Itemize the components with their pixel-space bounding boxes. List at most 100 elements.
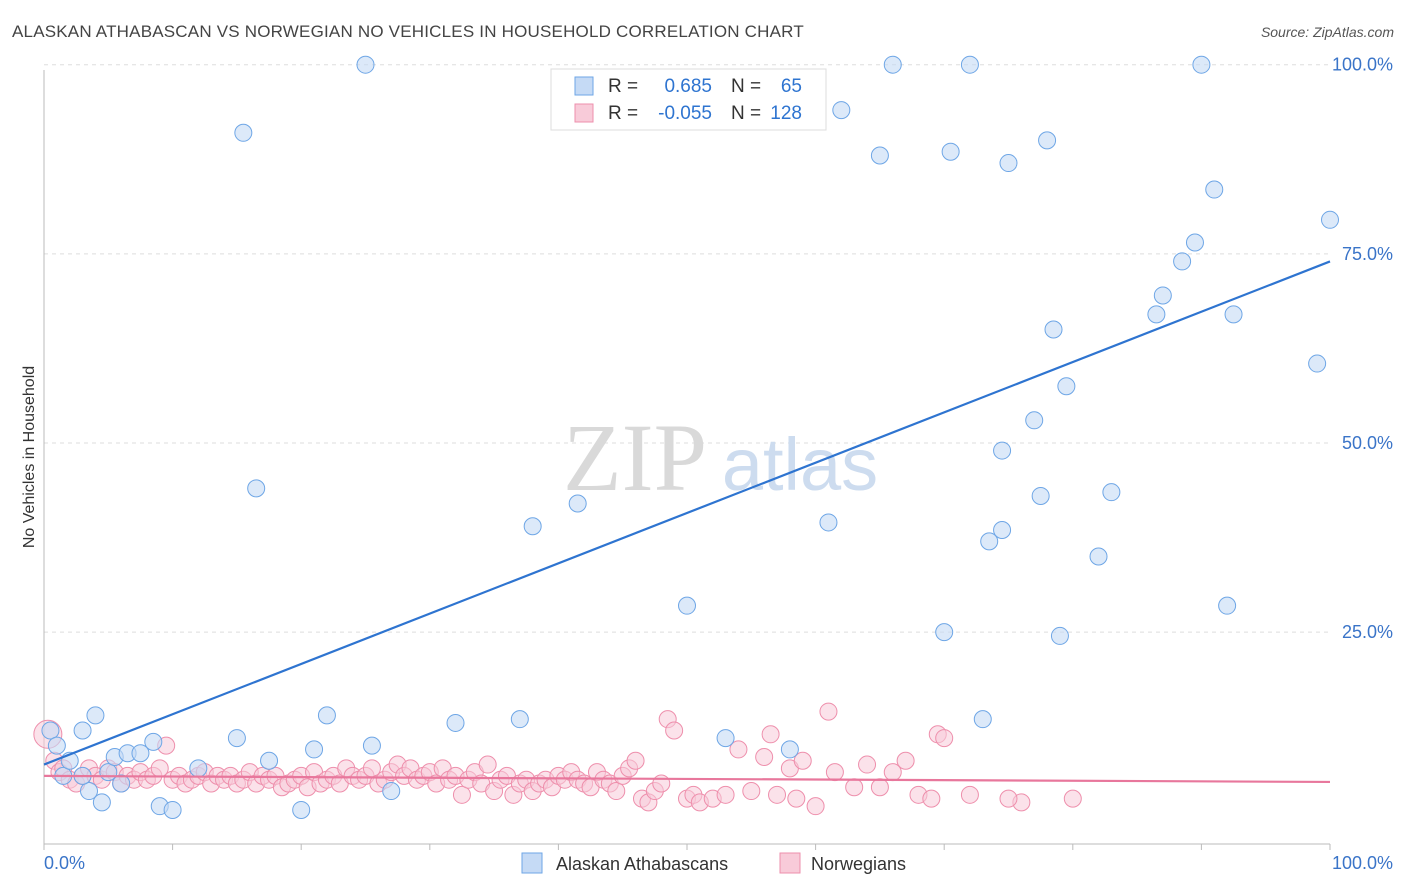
alaskan-athabascan-point [1050, 626, 1069, 645]
alaskan-athabascan-point [883, 55, 902, 74]
legend-r-label: R = [608, 103, 638, 124]
alaskan-athabascan-point [510, 710, 529, 729]
norwegian-point [922, 789, 941, 808]
alaskan-athabascan-point [73, 721, 92, 740]
x-tick-marks [43, 844, 1331, 850]
norwegian-point [896, 751, 915, 770]
source-label: Source: ZipAtlas.com [1260, 24, 1394, 40]
alaskan-athabascan-point [1192, 55, 1211, 74]
norwegian-point [787, 789, 806, 808]
alaskan-athabascan-point [189, 759, 208, 778]
alaskan-athabascan-point [382, 782, 401, 801]
alaskan-athabascan-point [1218, 596, 1237, 615]
alaskan-athabascan-point [1044, 320, 1063, 339]
alaskan-athabascan-point [1224, 305, 1243, 324]
gridlines [44, 64, 1330, 633]
norwegian-point [870, 778, 889, 797]
norwegian-point [607, 782, 626, 801]
y-tick-labels: 25.0% 50.0% 75.0% 100.0% [1332, 55, 1393, 642]
legend-label-alaskan: Alaskan Athabascans [556, 854, 728, 874]
legend-swatch-norwegian [779, 852, 801, 874]
alaskan-athabascan-point [1173, 252, 1192, 271]
legend-r-label: R = [608, 76, 638, 97]
alaskan-athabascan-point [1089, 547, 1108, 566]
norwegian-point [960, 785, 979, 804]
legend-r-value: 0.685 [664, 76, 712, 97]
norwegian-point [452, 785, 471, 804]
legend-label-norwegian: Norwegians [811, 854, 906, 874]
alaskan-athabascan-point [993, 441, 1012, 460]
alaskan-athabascan-point [1031, 486, 1050, 505]
alaskan-athabascan-point [678, 596, 696, 615]
legend-n-value: 65 [781, 76, 802, 97]
alaskan-athabascan-point [993, 521, 1012, 540]
alaskan-athabascan-point [356, 55, 375, 74]
alaskan-athabascans-points [41, 55, 1339, 819]
trendlines [43, 260, 1331, 784]
norwegian-point [1063, 789, 1082, 808]
alaskan-athabascan-point [935, 623, 954, 642]
alaskan-athabascan-point [362, 736, 381, 755]
y-tick-label: 75.0% [1342, 244, 1393, 264]
alaskan-athabascan-point [1308, 354, 1327, 373]
alaskan-athabascan-point [980, 532, 999, 551]
alaskan-athabascan-point [870, 146, 889, 165]
alaskan-athabascan-point [260, 751, 279, 770]
alaskan-athabascan-point [568, 494, 587, 513]
alaskan-athabascan-point [819, 513, 838, 532]
alaskan-athabascan-point [832, 101, 851, 120]
norwegians-points [33, 702, 1082, 816]
alaskan-athabascan-point [317, 706, 336, 725]
norwegian-point [652, 774, 671, 793]
legend-r-value: -0.055 [658, 103, 712, 124]
norwegian-point [999, 789, 1018, 808]
alaskan-athabascan-point [47, 736, 66, 755]
alaskan-athabascan-point [1147, 305, 1166, 324]
y-axis-label: No Vehicles in Household [21, 366, 38, 548]
legend-swatch-alaskan [521, 852, 543, 874]
alaskan-athabascan-point [1057, 377, 1076, 396]
alaskan-athabascan-point [1038, 131, 1057, 150]
alaskan-athabascan-point [131, 744, 150, 763]
y-tick-label: 50.0% [1342, 433, 1393, 453]
alaskan-athabascan-point [1321, 210, 1339, 229]
x-tick-label: 0.0% [44, 853, 85, 873]
alaskan-athabascan-point [227, 729, 246, 748]
alaskan-athabascan-point [999, 154, 1018, 173]
alaskan-athabascan-point [446, 713, 465, 732]
alaskan-athabascan-point [1153, 286, 1172, 305]
norwegian-point [819, 702, 838, 721]
alaskan-athabascan-point [1102, 483, 1121, 502]
alaskan-athabascan-point [780, 740, 799, 759]
alaskan-athabascan-point [292, 800, 311, 819]
norwegian-point [478, 755, 497, 774]
norwegian-point [729, 740, 748, 759]
norwegian-point [626, 751, 645, 770]
legend-swatch-pink [574, 103, 594, 123]
correlation-legend: R = 0.685 N = 65 R = -0.055 N = 128 [550, 68, 827, 131]
watermark: ZIP atlas [563, 404, 878, 511]
alaskan-athabascan-point [716, 729, 735, 748]
alaskan-athabascan-point [973, 710, 992, 729]
alaskan-athabascan-point [1205, 180, 1224, 199]
norwegian-point [755, 747, 774, 766]
norwegian-trendline [43, 774, 1331, 784]
norwegian-point [793, 751, 812, 770]
norwegian-point [742, 782, 761, 801]
legend-swatch-blue [574, 76, 594, 96]
norwegian-point [858, 755, 877, 774]
alaskan-athabascan-point [144, 732, 163, 751]
alaskan-athabascan-point [960, 55, 979, 74]
alaskan-athabascan-point [112, 774, 131, 793]
norwegian-point [768, 785, 787, 804]
alaskan-athabascan-point [1185, 233, 1204, 252]
x-tick-label: 100.0% [1332, 853, 1393, 873]
alaskan-athabascan-point [1025, 411, 1044, 430]
alaskan-athabascan-point [86, 706, 105, 725]
legend-n-label: N = [731, 103, 761, 124]
alaskan-athabascan-point [523, 517, 542, 536]
alaskan-athabascan-trendline [43, 260, 1331, 766]
x-tick-labels: 0.0% 100.0% [44, 853, 1393, 873]
y-tick-label: 25.0% [1342, 622, 1393, 642]
